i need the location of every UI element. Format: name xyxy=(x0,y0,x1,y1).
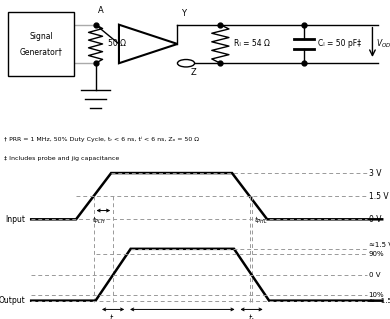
Text: Signal: Signal xyxy=(29,32,53,41)
Text: Generator†: Generator† xyxy=(20,47,62,56)
Text: $t_{PHL}$: $t_{PHL}$ xyxy=(254,214,267,226)
Text: ≈−1.5 V: ≈−1.5 V xyxy=(369,298,390,304)
Text: 0 V: 0 V xyxy=(369,272,380,278)
Text: $t_{PLH}$: $t_{PLH}$ xyxy=(92,214,106,226)
Text: Y: Y xyxy=(181,9,186,18)
Text: Input: Input xyxy=(5,215,25,224)
Text: 1.5 V: 1.5 V xyxy=(369,192,388,201)
Text: ≈1.5 V: ≈1.5 V xyxy=(369,242,390,248)
Text: $V_{OD}$: $V_{OD}$ xyxy=(376,38,390,50)
Text: † PRR = 1 MHz, 50% Duty Cycle, tᵣ < 6 ns, tⁱ < 6 ns, Zₒ = 50 Ω: † PRR = 1 MHz, 50% Duty Cycle, tᵣ < 6 ns… xyxy=(4,136,199,142)
Text: 3 V: 3 V xyxy=(369,168,381,178)
Text: Z: Z xyxy=(191,68,197,77)
Text: 10%: 10% xyxy=(369,293,384,299)
Text: 0 V: 0 V xyxy=(369,215,381,224)
Text: $t_f$: $t_f$ xyxy=(248,313,255,319)
Bar xyxy=(8,12,74,76)
Text: 90%: 90% xyxy=(369,251,384,257)
Text: 50 Ω: 50 Ω xyxy=(108,40,126,48)
Text: Rₗ = 54 Ω: Rₗ = 54 Ω xyxy=(234,40,270,48)
Text: ‡ Includes probe and jig capacitance: ‡ Includes probe and jig capacitance xyxy=(4,156,119,161)
Text: Output: Output xyxy=(0,296,25,305)
Text: A: A xyxy=(98,6,103,15)
Text: Cₗ = 50 pF‡: Cₗ = 50 pF‡ xyxy=(318,40,361,48)
Text: $t_r$: $t_r$ xyxy=(109,313,117,319)
